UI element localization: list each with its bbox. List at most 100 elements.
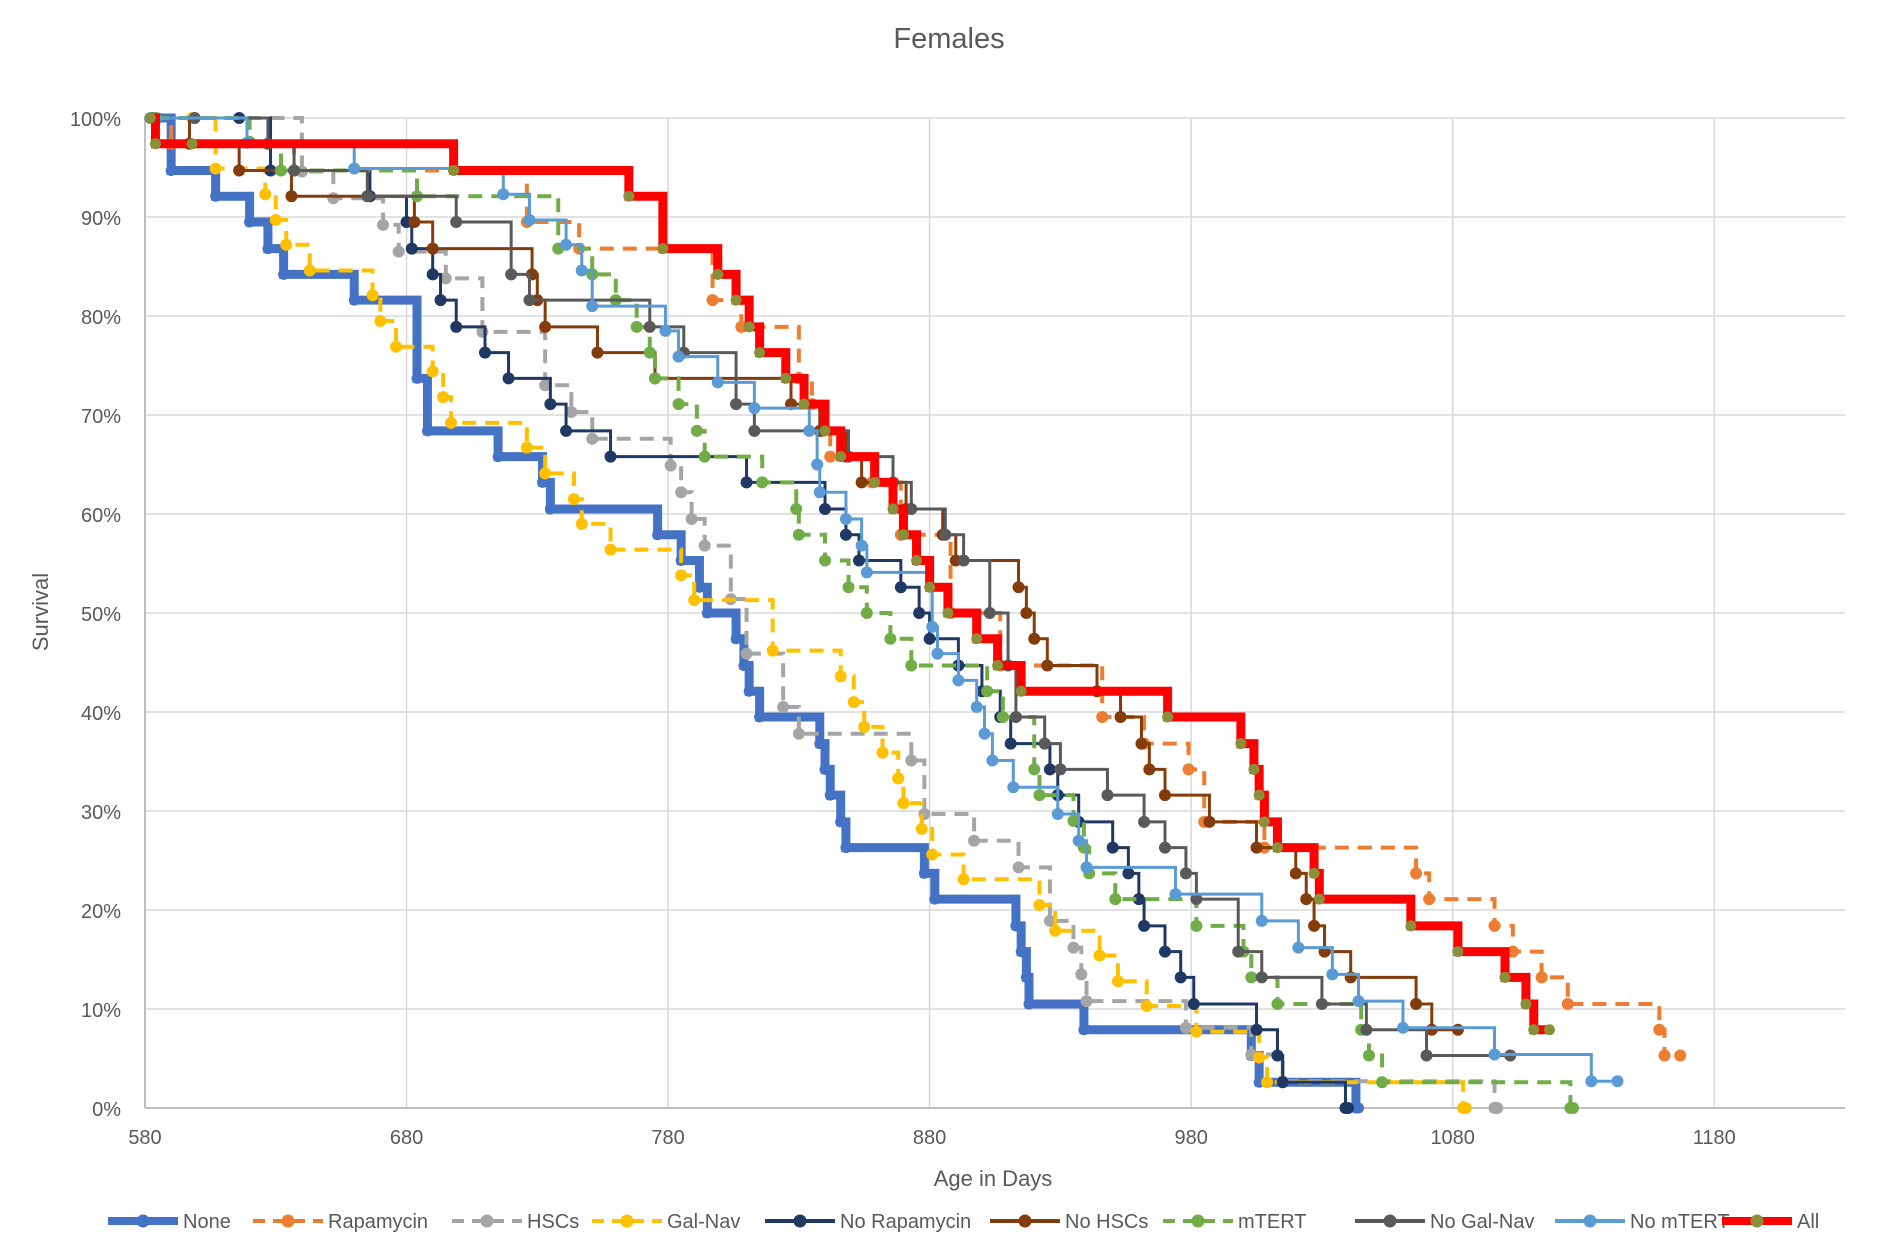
legend-marker-no-rapamycin <box>793 1214 807 1228</box>
data-point <box>986 754 999 767</box>
data-point <box>586 300 599 313</box>
data-point <box>434 294 447 307</box>
data-point <box>923 632 936 645</box>
data-point <box>905 659 918 672</box>
data-point <box>659 324 672 337</box>
y-tick-label: 50% <box>81 604 121 626</box>
data-point <box>1342 1102 1355 1114</box>
data-point <box>712 268 724 280</box>
data-point <box>657 243 669 255</box>
data-point <box>780 372 792 384</box>
legend-label-rapamycin: Rapamycin <box>328 1211 428 1233</box>
data-point <box>730 633 742 645</box>
data-point <box>567 493 580 506</box>
data-point <box>1020 971 1032 983</box>
data-point <box>766 644 779 657</box>
data-point <box>664 459 677 472</box>
data-point <box>560 238 573 251</box>
data-point <box>144 112 156 124</box>
data-point <box>523 294 536 307</box>
data-point <box>738 659 750 671</box>
data-point <box>1049 924 1062 937</box>
data-point <box>1179 1021 1192 1034</box>
data-point <box>1138 919 1151 932</box>
data-point <box>1308 919 1321 932</box>
data-point <box>743 685 755 697</box>
data-point <box>1096 710 1109 723</box>
data-point <box>905 754 918 767</box>
data-point <box>811 458 824 471</box>
data-point <box>688 594 701 607</box>
data-point <box>748 424 761 437</box>
data-point <box>437 391 450 404</box>
data-point <box>1114 710 1127 723</box>
data-point <box>730 398 743 411</box>
series-all <box>144 112 1555 1036</box>
data-point <box>693 581 705 593</box>
data-point <box>1012 581 1025 594</box>
legend: None Rapamycin HSCs Gal-Nav No Rapamycin No H… <box>108 1211 1819 1233</box>
data-point <box>1376 1076 1389 1089</box>
series-gal-nav <box>186 112 1472 1114</box>
data-point <box>390 340 403 353</box>
data-point <box>275 164 287 177</box>
legend-marker-hscs <box>480 1214 494 1228</box>
data-point <box>730 294 742 306</box>
legend-label-mtert: mTERT <box>1238 1211 1307 1233</box>
data-point <box>1410 867 1423 880</box>
data-point <box>1271 842 1283 854</box>
data-point <box>1585 1075 1598 1088</box>
data-point <box>1033 899 1046 912</box>
data-point <box>278 268 290 280</box>
data-point <box>1038 737 1051 750</box>
data-point <box>992 659 1004 671</box>
data-point <box>544 398 557 411</box>
data-point <box>1506 945 1519 958</box>
data-point <box>565 406 578 419</box>
data-point <box>834 670 847 683</box>
x-axis-label: Age in Days <box>934 1166 1053 1191</box>
data-point <box>952 674 965 687</box>
data-point <box>1397 1021 1409 1034</box>
data-point <box>743 321 755 333</box>
data-point <box>1023 998 1035 1010</box>
data-point <box>1187 998 1200 1011</box>
data-point <box>740 476 753 489</box>
data-point <box>1308 867 1320 879</box>
data-point <box>209 162 222 175</box>
y-tick-label: 0% <box>92 1099 121 1121</box>
y-tick-label: 20% <box>81 901 121 923</box>
data-point <box>981 685 994 698</box>
data-point <box>1313 893 1325 905</box>
data-point <box>905 503 918 516</box>
data-point <box>939 528 952 541</box>
data-point <box>1258 816 1270 828</box>
chart-title: Females <box>893 23 1004 55</box>
data-point <box>1109 893 1122 906</box>
legend-label-no-rapamycin: No Rapamycin <box>840 1211 971 1233</box>
data-point <box>978 727 991 740</box>
data-point <box>803 424 816 437</box>
data-point <box>1488 1048 1501 1061</box>
y-tick-label: 30% <box>81 802 121 824</box>
data-point <box>1007 781 1020 794</box>
data-point <box>1611 1075 1624 1088</box>
data-point <box>957 873 970 886</box>
y-axis-label: Survival <box>28 573 53 651</box>
data-point <box>1658 1049 1671 1062</box>
data-point <box>842 581 855 594</box>
data-point <box>421 425 433 437</box>
data-point <box>1111 975 1124 988</box>
data-point <box>858 720 871 733</box>
data-point <box>1653 1023 1666 1036</box>
data-point <box>586 432 599 445</box>
data-point <box>1122 867 1135 880</box>
x-tick-label: 980 <box>1174 1127 1207 1149</box>
data-point <box>855 539 868 552</box>
data-point <box>706 294 719 307</box>
data-point <box>1203 815 1216 828</box>
y-tick-label: 40% <box>81 703 121 725</box>
x-tick-label: 1180 <box>1693 1127 1736 1149</box>
data-point <box>1080 861 1093 874</box>
data-point <box>1106 841 1119 854</box>
